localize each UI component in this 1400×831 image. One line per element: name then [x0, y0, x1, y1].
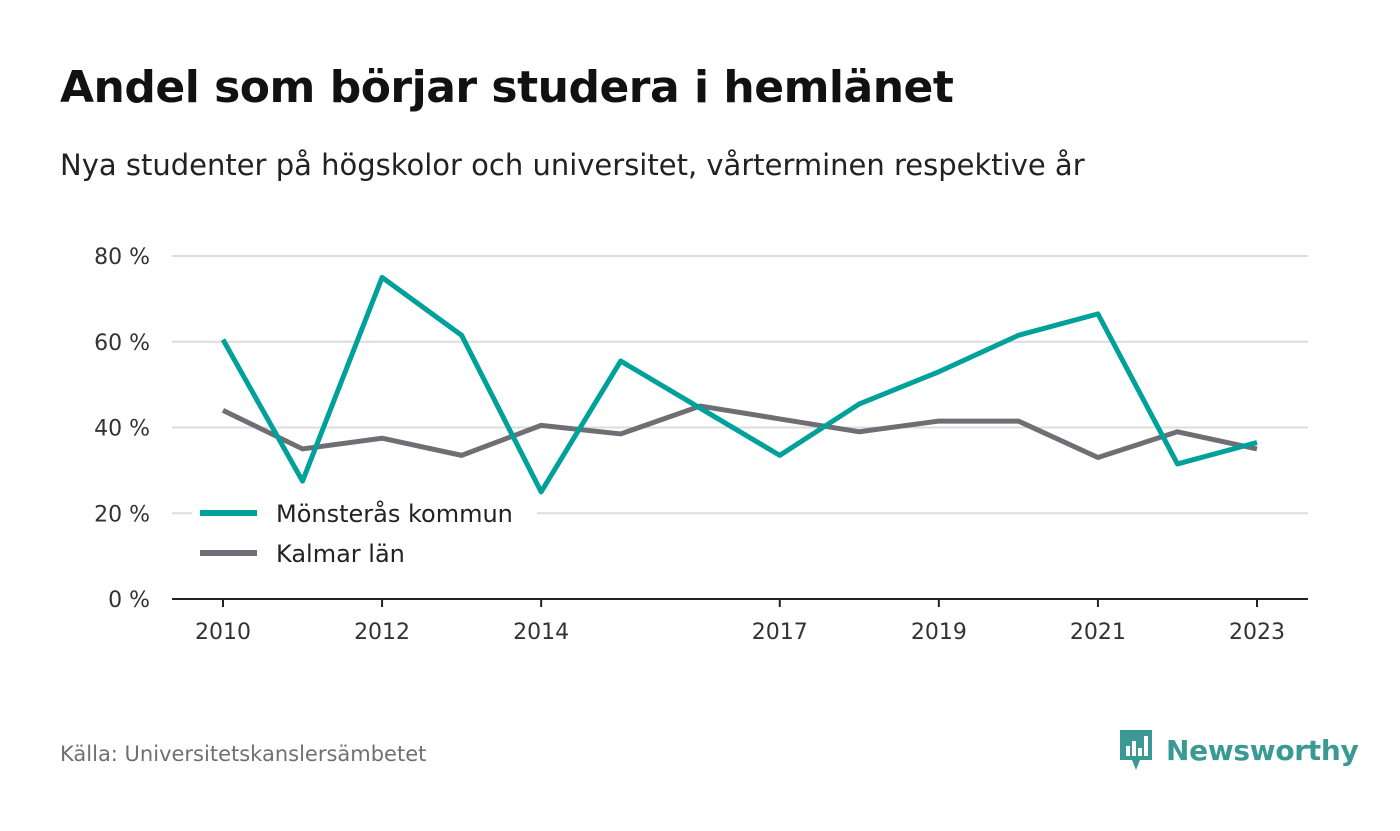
legend-label: Kalmar län — [276, 540, 405, 568]
legend — [192, 492, 537, 580]
y-tick-label: 80 % — [94, 245, 150, 270]
y-tick-label: 20 % — [94, 502, 150, 527]
brand-logo: Newsworthy — [1118, 728, 1359, 772]
source-note: Källa: Universitetskanslersämbetet — [60, 742, 427, 766]
x-axis-ticks: 2010 2012 2014 2017 2019 2021 2023 — [195, 599, 1285, 645]
series-line-0 — [220, 274, 1258, 495]
y-tick-label: 60 % — [94, 331, 150, 356]
x-tick-label: 2014 — [513, 620, 569, 645]
legend-entries: Mönsterås kommun Kalmar län — [200, 499, 513, 568]
line-chart: 0 % 20 % 40 % 60 % 80 % 2010 2012 2014 2017 2019… — [94, 245, 1308, 645]
y-axis-ticks: 0 % 20 % 40 % 60 % 80 % — [94, 245, 150, 613]
bar-chart-speech-bubble-icon — [1120, 730, 1152, 770]
y-tick-label: 40 % — [94, 417, 150, 442]
x-tick-label: 2019 — [911, 620, 967, 645]
series-lines — [220, 274, 1258, 495]
chart-title: Andel som börjar studera i hemlänet — [60, 62, 954, 113]
legend-background — [192, 492, 537, 580]
y-tick-label: 0 % — [108, 588, 150, 613]
x-tick-label: 2021 — [1070, 620, 1126, 645]
x-tick-label: 2010 — [195, 620, 251, 645]
x-tick-label: 2012 — [354, 620, 410, 645]
x-tick-label: 2017 — [752, 620, 808, 645]
brand-name: Newsworthy — [1166, 733, 1359, 767]
chart-subtitle: Nya studenter på högskolor och universit… — [60, 148, 1085, 182]
x-tick-label: 2023 — [1229, 620, 1285, 645]
series-line-1 — [221, 403, 1258, 461]
legend-label: Mönsterås kommun — [276, 499, 513, 528]
